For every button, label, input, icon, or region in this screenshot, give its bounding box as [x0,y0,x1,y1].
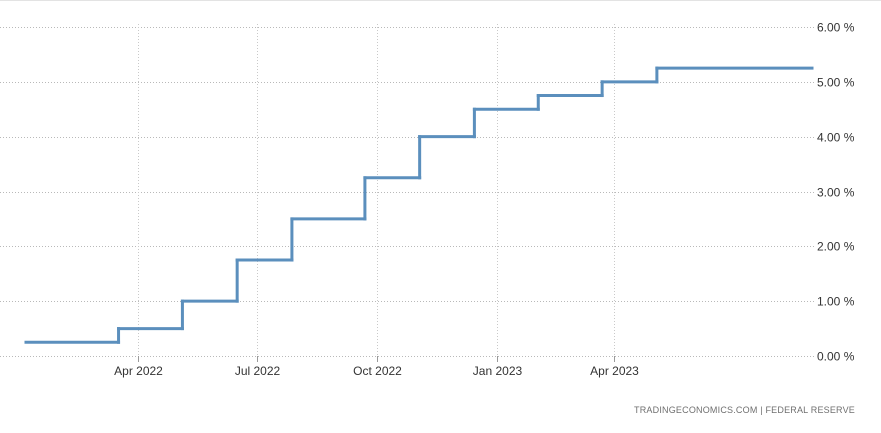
x-tick-label: Apr 2022 [114,364,163,378]
y-axis-labels: 0.00 % 1.00 % 2.00 % 3.00 % 4.00 % 5.00 % 6.00… [817,21,855,364]
y-tick-label: 4.00 % [817,131,855,145]
y-tick-label: 0.00 % [817,350,855,364]
source-credit: TRADINGECONOMICS.COM | FEDERAL RESERVE [634,405,855,415]
top-border [0,0,881,1]
y-tick-label: 6.00 % [817,21,855,35]
x-axis-labels: Apr 2022 Jul 2022 Oct 2022 Jan 2023 Apr 2023 [114,364,639,378]
x-tick-label: Oct 2022 [353,364,402,378]
x-tick-label: Apr 2023 [590,364,639,378]
x-tick-marks [138,356,615,362]
y-tick-label: 3.00 % [817,186,855,200]
y-tick-label: 5.00 % [817,76,855,90]
x-tick-label: Jul 2022 [235,364,281,378]
y-tick-label: 2.00 % [817,240,855,254]
x-tick-label: Jan 2023 [473,364,523,378]
series-layer [24,66,814,344]
vertical-gridlines [138,24,615,356]
y-tick-label: 1.00 % [817,295,855,309]
horizontal-gridlines [0,27,814,357]
